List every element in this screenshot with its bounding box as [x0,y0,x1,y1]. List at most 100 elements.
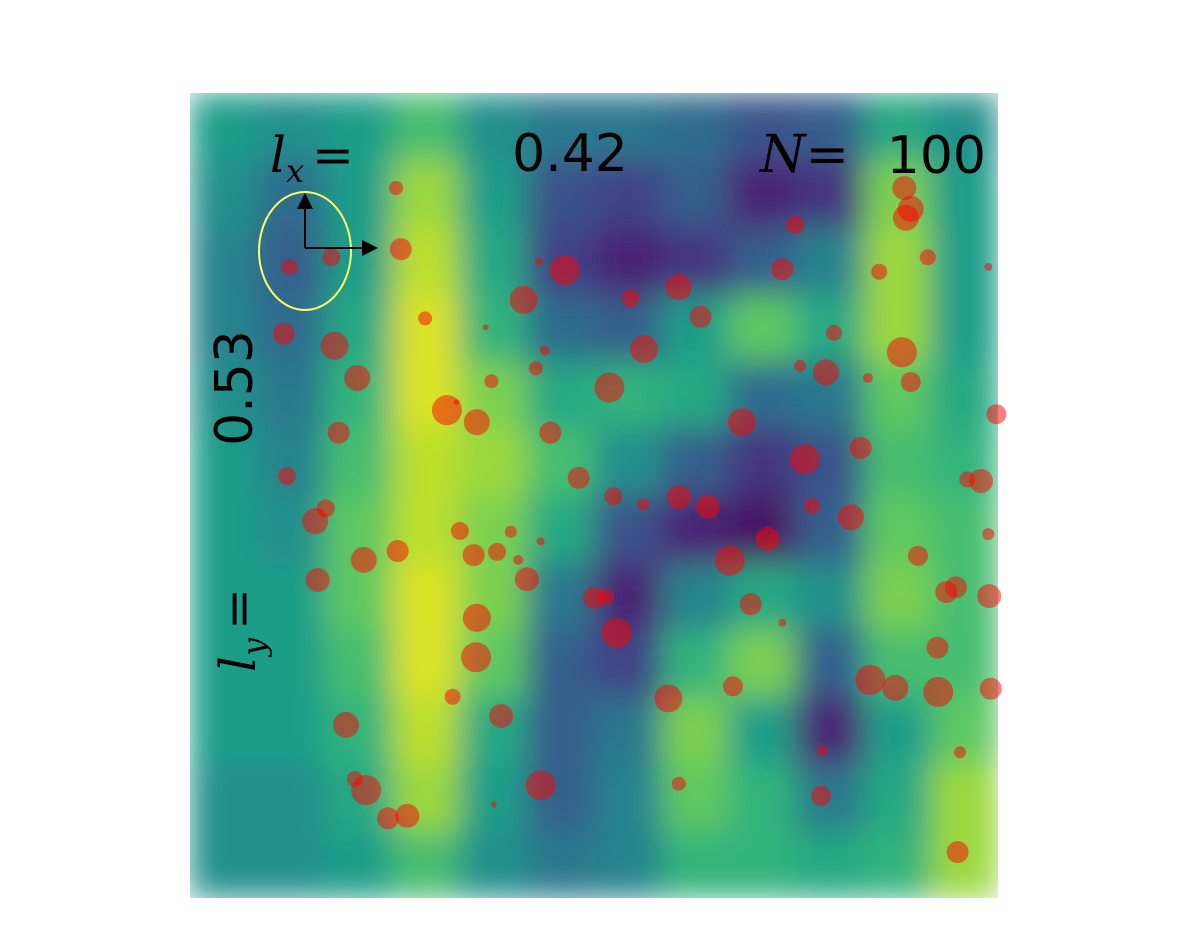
heat-cell [392,294,460,362]
point [344,364,371,391]
heat-cell [661,763,730,832]
point [389,238,412,261]
lx-symbol: l [270,126,286,184]
heat-cell [930,763,998,832]
point [919,249,936,266]
lx-value: 0.42 [512,124,628,184]
heat-cell [796,93,864,161]
heat-cell [392,629,460,698]
heat-cell [863,93,932,161]
heat-cell [796,227,864,295]
point [862,372,873,383]
ly-sub: y [235,637,273,658]
point [671,776,686,791]
point [977,584,1002,609]
heat-cell [930,93,998,161]
point [986,404,1007,425]
point [665,274,692,301]
lx-sub: x [286,152,304,190]
heat-cell [863,227,932,295]
point [621,289,640,308]
heat-cell [257,696,326,765]
point [598,588,615,605]
point [386,540,409,563]
point [513,554,524,565]
point [463,409,490,436]
heat-cell [863,763,932,832]
point [535,257,544,266]
point [886,337,917,368]
point [825,324,842,341]
heat-cell [661,294,730,362]
heat-cell [594,93,662,161]
heat-cell [728,294,797,362]
heat-cell [930,830,998,898]
heat-cell [863,696,932,765]
heat-cell [728,696,797,765]
point [954,746,967,759]
heat-cell [930,361,998,429]
points [272,175,1007,864]
point [504,525,517,538]
point [525,770,556,801]
point [969,469,994,494]
heat-cell [190,361,258,429]
heat-cell [594,495,662,564]
point [528,361,543,376]
heat-cell [459,428,528,496]
point [444,688,461,705]
heat-cell [257,763,326,832]
heat-cell [930,227,998,295]
heat-cell [459,227,528,295]
point [892,204,919,231]
point [594,372,625,403]
heat-cell [526,294,595,362]
point [739,593,762,616]
point [837,504,864,531]
heat-cell [863,428,932,496]
point [727,408,756,437]
point [654,684,683,713]
point [794,359,807,372]
point [892,175,917,200]
heat-cell [324,830,393,898]
heat-cell [392,696,460,765]
heat-cell [190,495,258,564]
heat-cell [526,93,595,161]
heat-cell [594,160,662,228]
heat-cell [190,830,258,898]
point [461,642,492,673]
point [351,775,382,806]
ly-eq: = [209,588,267,630]
heat-cell [459,696,528,765]
heat-cell [190,428,258,496]
point [488,542,507,561]
heat-cell [324,629,393,698]
heat-cell [257,93,326,161]
heat-cell [930,294,998,362]
heat-cell [257,629,326,698]
heat-cell [324,562,393,631]
point [305,568,330,593]
point [811,785,832,806]
point [418,311,433,326]
heat-cell [863,361,932,429]
heat-cell [526,495,595,564]
n-symbol: N [758,125,807,185]
heat-cell [190,562,258,631]
point [484,374,499,389]
heat-cell [190,227,258,295]
heat-cell [594,763,662,832]
heat-cell [661,160,730,228]
point [979,677,1002,700]
heat-cell [728,93,797,161]
point [900,371,921,392]
heat-cell [594,696,662,765]
heat-cell [526,696,595,765]
heat-cell [728,562,797,631]
point [277,467,296,486]
point [509,285,538,314]
point [462,544,485,567]
